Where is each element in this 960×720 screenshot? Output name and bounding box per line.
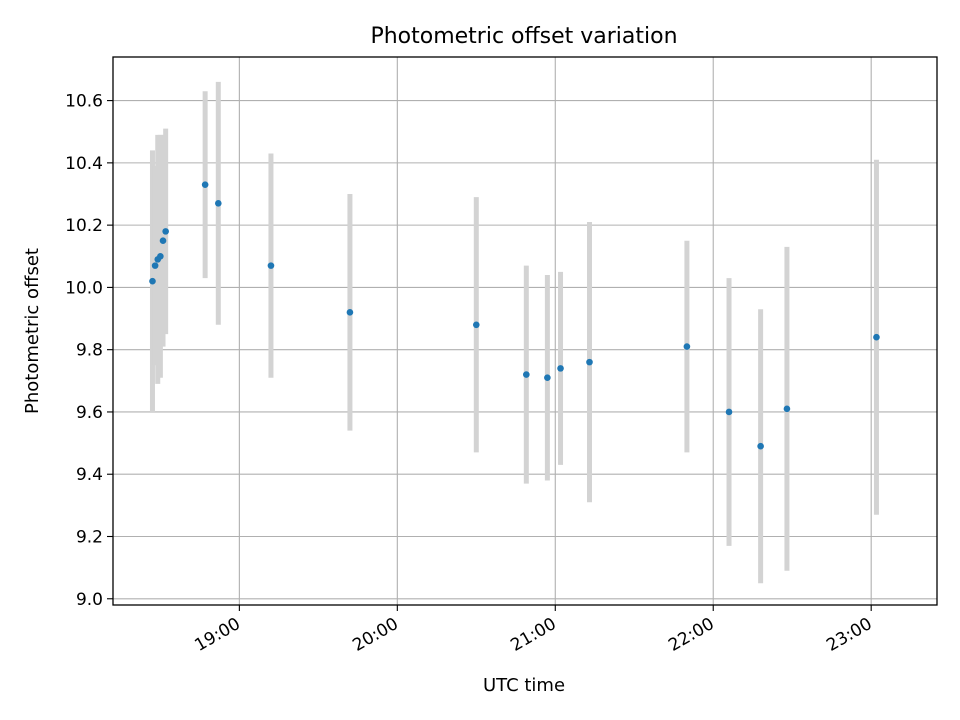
data-point bbox=[201, 181, 209, 188]
chart-title: Photometric offset variation bbox=[370, 24, 677, 49]
data-point bbox=[157, 252, 164, 260]
y-tick-label: 9.0 bbox=[76, 590, 103, 610]
x-axis-label: UTC time bbox=[483, 675, 565, 696]
y-tick-label: 10.4 bbox=[65, 154, 103, 174]
data-point bbox=[586, 358, 593, 366]
y-axis-ticks: 9.0 9.2 9.4 9.6 9.8 10.0 10.2 10.4 10.6 bbox=[65, 92, 113, 610]
x-tick-label: 21:00 bbox=[507, 614, 559, 656]
data-point bbox=[149, 277, 156, 285]
y-tick-label: 10.6 bbox=[65, 92, 103, 112]
data-points bbox=[149, 181, 880, 450]
y-tick-label: 9.6 bbox=[76, 403, 103, 423]
data-point bbox=[472, 321, 480, 329]
y-axis-label: Photometric offset bbox=[22, 248, 43, 414]
x-tick-label: 19:00 bbox=[191, 614, 243, 656]
y-tick-label: 9.2 bbox=[76, 528, 103, 548]
data-point bbox=[346, 309, 354, 316]
y-tick-label: 9.8 bbox=[76, 341, 103, 361]
plot-frame bbox=[112, 56, 938, 606]
data-point bbox=[267, 262, 275, 269]
x-tick-label: 22:00 bbox=[665, 614, 717, 656]
data-point bbox=[557, 365, 564, 372]
x-tick-label: 20:00 bbox=[349, 614, 401, 656]
y-tick-label: 10.2 bbox=[65, 216, 103, 236]
data-point bbox=[159, 237, 167, 245]
error-bars bbox=[149, 81, 879, 584]
x-axis-ticks: 19:00 20:00 21:00 22:00 23:00 bbox=[191, 605, 876, 656]
data-point bbox=[544, 374, 551, 382]
data-point bbox=[725, 408, 733, 416]
x-tick-label: 23:00 bbox=[823, 614, 875, 656]
data-point bbox=[873, 333, 880, 341]
data-point bbox=[783, 405, 791, 413]
data-point bbox=[757, 442, 764, 450]
data-point bbox=[151, 262, 159, 269]
y-tick-label: 9.4 bbox=[76, 465, 103, 485]
y-tick-label: 10.0 bbox=[65, 278, 103, 298]
data-point bbox=[162, 228, 169, 235]
grid-lines bbox=[113, 57, 937, 605]
data-point bbox=[215, 200, 222, 207]
data-point bbox=[683, 343, 691, 350]
data-point bbox=[523, 371, 530, 378]
